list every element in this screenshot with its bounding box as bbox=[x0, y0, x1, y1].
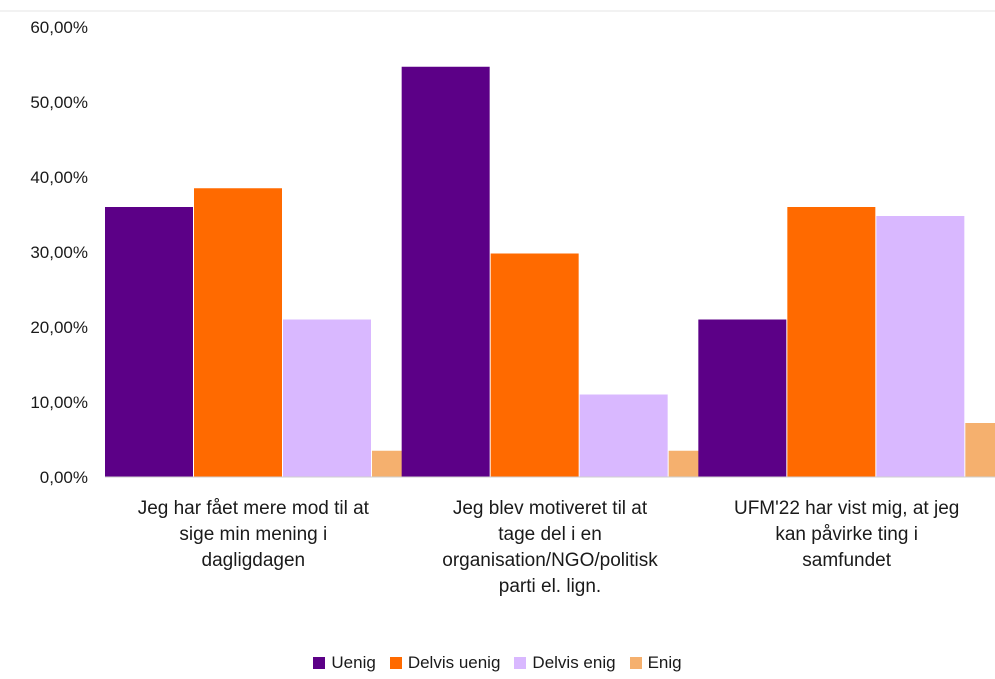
y-tick-label: 40,00% bbox=[30, 168, 88, 187]
legend-item: Delvis uenig bbox=[389, 653, 501, 673]
y-tick-label: 10,00% bbox=[30, 393, 88, 412]
legend-item: Enig bbox=[629, 653, 682, 673]
legend-swatch bbox=[389, 657, 402, 669]
legend-item: Uenig bbox=[313, 653, 376, 673]
legend: Uenig Delvis uenig Delvis enig Enig bbox=[0, 653, 995, 673]
bar-delvis-uenig bbox=[787, 207, 876, 477]
bar-delvis-enig bbox=[876, 216, 965, 477]
legend-item: Delvis enig bbox=[514, 653, 616, 673]
bar-delvis-uenig bbox=[194, 188, 282, 477]
category-label: UFM'22 har vist mig, at jeg kan påvirke … bbox=[733, 498, 960, 571]
bar-delvis-uenig bbox=[490, 253, 579, 477]
y-tick-label: 50,00% bbox=[30, 93, 88, 112]
y-tick-label: 20,00% bbox=[30, 318, 88, 337]
bar-delvis-enig bbox=[283, 319, 371, 477]
category-label: Jeg har fået mere mod til at sige min me… bbox=[137, 498, 369, 571]
y-tick-label: 30,00% bbox=[30, 243, 88, 262]
legend-label: Delvis uenig bbox=[407, 653, 501, 672]
legend-swatch bbox=[313, 657, 326, 669]
bars bbox=[105, 66, 995, 477]
bar-delvis-enig bbox=[579, 394, 668, 477]
bar-enig bbox=[965, 423, 995, 477]
legend-label: Enig bbox=[647, 653, 682, 672]
category-label: Jeg blev motiveret til at tage del i en … bbox=[442, 498, 658, 597]
legend-label: Uenig bbox=[331, 653, 376, 672]
bar-uenig bbox=[698, 319, 787, 477]
bar-uenig bbox=[105, 207, 193, 477]
legend-label: Delvis enig bbox=[532, 653, 616, 672]
y-axis-ticks: 0,00% 10,00% 20,00% 30,00% 40,00% 50,00% 60,00… bbox=[30, 18, 88, 487]
bar-uenig bbox=[401, 66, 490, 477]
legend-swatch bbox=[629, 657, 642, 669]
y-tick-label: 60,00% bbox=[30, 18, 88, 37]
legend-swatch bbox=[514, 657, 527, 669]
y-tick-label: 0,00% bbox=[40, 468, 88, 487]
